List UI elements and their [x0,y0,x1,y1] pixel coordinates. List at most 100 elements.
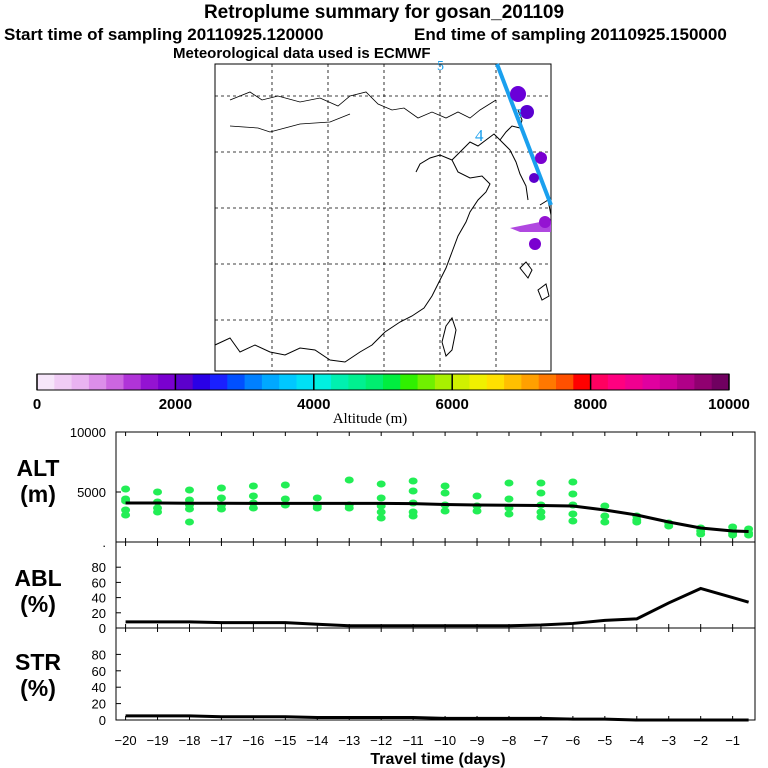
plume-marker [539,216,551,228]
colorbar-swatch [504,374,522,390]
x-tick-label: −15 [274,733,296,748]
x-tick-label: −2 [693,733,708,748]
alt-scatter-point [568,490,578,498]
x-tick-label: −1 [725,733,740,748]
alt-median-line [125,501,749,533]
x-tick-label: −9 [470,733,485,748]
colorbar-swatch [556,374,574,390]
alt-scatter-point [184,486,194,494]
abl-y-tick-label: 20 [92,606,106,621]
alt-scatter-point [376,514,386,522]
alt-scatter-point [216,505,226,513]
bohai-coast [415,154,453,173]
colorbar-swatch [486,374,505,390]
plume-marker [535,152,547,164]
str-y-tick-label: 80 [92,647,106,662]
alt-panel-label: ALT (m) [8,455,68,507]
colorbar-swatch [521,374,540,390]
alt-scatter-point [600,512,610,520]
colorbar-tick-label: 4000 [297,396,330,413]
alt-scatter-point [504,510,514,518]
colorbar-tick-label: 2000 [159,396,192,413]
x-tick-label: −3 [661,733,676,748]
alt-scatter-point [248,492,258,500]
colorbar-swatch [642,374,661,390]
alt-scatter-point [744,531,754,539]
x-tick-label: −12 [370,733,392,748]
jeju-island [519,261,533,279]
alt-scatter-point [216,484,226,492]
x-tick-label: −11 [403,733,424,748]
alt-scatter-point [600,502,610,510]
altitude-colorbar [36,373,730,391]
alt-scatter-point [248,482,258,490]
x-tick-label: −6 [565,733,580,748]
colorbar-swatch [383,374,401,390]
abl-y-tick-label: 60 [92,575,106,590]
alt-scatter-point [408,512,418,520]
str-y-tick-label: 20 [92,697,106,712]
japan-island [537,283,550,301]
colorbar-tick-label: 0 [33,396,41,413]
abl-label-line2: (%) [20,591,56,617]
colorbar-swatch [659,374,678,390]
alt-scatter-point [184,518,194,526]
x-tick-label: −7 [534,733,549,748]
colorbar-swatch [400,374,419,390]
alt-scatter-point [121,511,131,519]
alt-y-tick-label: 5000 [77,485,106,500]
alt-scatter-point [536,489,546,497]
colorbar-swatch [365,374,384,390]
x-tick-label: −18 [178,733,200,748]
str-y-tick-label: 40 [92,680,106,695]
alt-scatter-point [376,508,386,516]
x-tick-label: −14 [306,733,328,748]
alt-scatter-point [376,480,386,488]
coastline [214,91,552,363]
x-tick-label: −17 [210,733,232,748]
x-tick-label: −10 [434,733,456,748]
colorbar-tick-label: 6000 [436,396,469,413]
colorbar-swatch [331,374,349,390]
day-label-5: 5 [437,59,444,74]
day-label-4: 4 [475,126,484,145]
alt-scatter-point [312,504,322,512]
alt-scatter-point [121,506,131,514]
x-axis: −20 −19 −18 −17 −16 −15 −14 −13 −12 −11 −10 −9 −8 −7 −… [115,733,740,748]
alt-scatter-point [312,494,322,502]
alt-scatter-point [408,487,418,495]
abl-line [125,586,750,628]
mongolia-border [229,91,497,119]
alt-scatter-point [728,531,738,539]
colorbar-swatch [123,374,142,390]
colorbar-swatch [54,374,73,390]
x-tick-label: −8 [502,733,517,748]
colorbar-tick-labels: 0 2000 4000 6000 8000 10000 [33,396,750,413]
colorbar-swatch [296,374,315,390]
colorbar-swatch [607,374,626,390]
plume-marker [529,173,539,183]
abl-y-tick-label: 40 [92,591,106,606]
plume-marker [520,105,534,119]
abl-panel-frame [115,541,756,629]
colorbar-swatch [417,374,436,390]
map-frame [214,63,552,372]
alt-scatter-point [184,505,194,513]
alt-scatter-point [440,507,450,515]
colorbar-swatch [434,374,453,390]
alt-scatter-point [216,494,226,502]
alt-scatter-point [280,495,290,503]
trajectory-map: 4 3 5 [214,59,553,372]
colorbar-swatch [175,374,194,390]
str-y-tick-label: 60 [92,664,106,679]
colorbar-swatch [37,374,55,390]
alt-y-tick-label: 10000 [70,425,106,440]
x-tick-label: −20 [115,733,137,748]
colorbar-swatch [158,374,176,390]
x-tick-label: −19 [147,733,169,748]
alt-scatter-point [536,513,546,521]
colorbar-swatch [625,374,643,390]
